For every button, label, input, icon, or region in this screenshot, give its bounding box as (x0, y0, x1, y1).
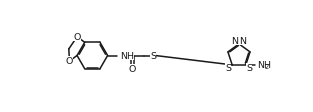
Text: NH: NH (120, 52, 134, 60)
Text: N: N (239, 37, 246, 46)
Text: S: S (246, 63, 253, 72)
Text: O: O (66, 57, 73, 66)
Text: NH: NH (257, 61, 271, 69)
Text: O: O (129, 65, 136, 73)
Text: N: N (232, 37, 239, 46)
Text: O: O (73, 33, 81, 42)
Text: 2: 2 (265, 64, 269, 70)
Text: S: S (225, 63, 232, 72)
Text: S: S (150, 52, 156, 60)
